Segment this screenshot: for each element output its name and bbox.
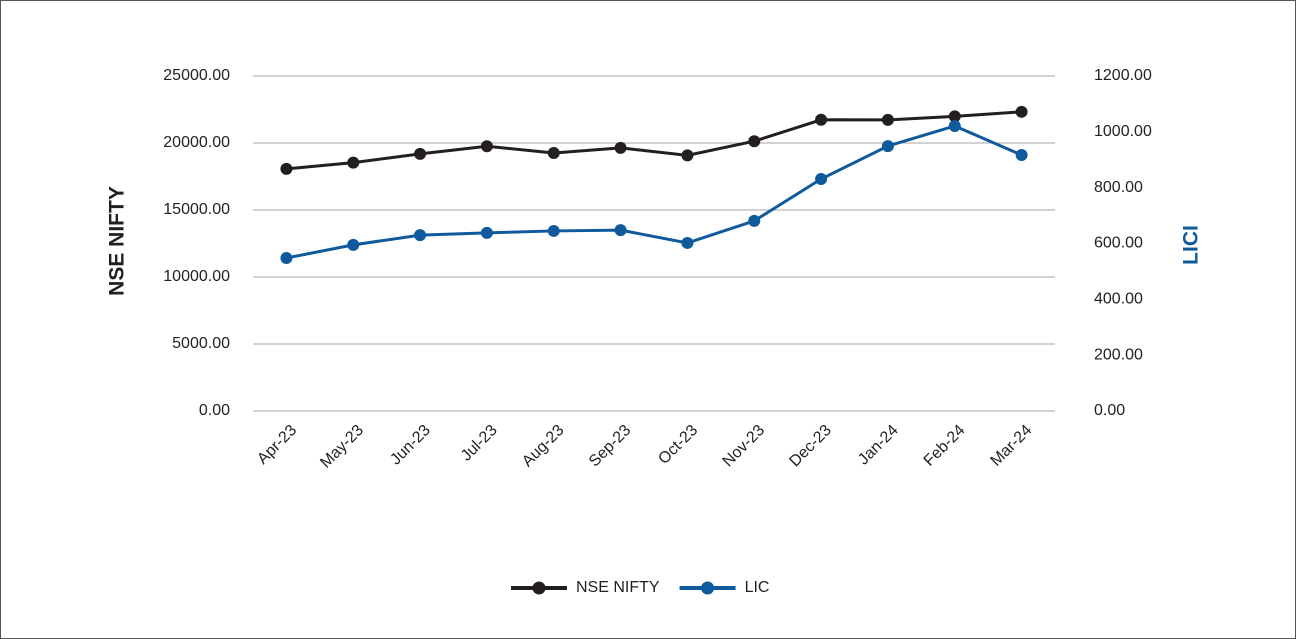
y2-tick-label: 0.00 xyxy=(1094,402,1125,419)
series-marker xyxy=(681,236,694,249)
y-tick-label: 5000.00 xyxy=(172,335,230,352)
y2-tick-label: 600.00 xyxy=(1094,235,1143,252)
y-tick-label: 15000.00 xyxy=(163,201,230,218)
series-marker xyxy=(347,238,360,251)
y2-tick-label: 1000.00 xyxy=(1094,123,1152,140)
series-marker xyxy=(347,156,360,169)
series-marker xyxy=(614,224,627,237)
series-marker xyxy=(414,147,427,160)
y-tick-label: 20000.00 xyxy=(163,134,230,151)
y2-tick-label: 400.00 xyxy=(1094,291,1143,308)
series-line xyxy=(286,124,1023,260)
series-marker xyxy=(480,140,493,153)
series-marker xyxy=(547,146,560,159)
legend-label: LIC xyxy=(745,579,770,596)
y-tick-label: 10000.00 xyxy=(163,268,230,285)
series-marker xyxy=(547,224,560,237)
y2-tick-label: 800.00 xyxy=(1094,179,1143,196)
series-marker xyxy=(614,141,627,154)
series-marker xyxy=(748,135,761,148)
series-marker xyxy=(480,226,493,239)
series-marker xyxy=(280,162,293,175)
y-tick-label: 25000.00 xyxy=(163,67,230,84)
series-marker xyxy=(1015,149,1028,162)
y-tick-label: 0.00 xyxy=(199,402,230,419)
y-axis-label: NSE NIFTY xyxy=(106,186,129,296)
y2-tick-label: 1200.00 xyxy=(1094,67,1152,84)
legend-marker xyxy=(701,581,715,595)
y2-tick-label: 200.00 xyxy=(1094,346,1143,363)
series-marker xyxy=(881,113,894,126)
series-marker xyxy=(815,173,828,186)
series-marker xyxy=(881,140,894,153)
legend-marker xyxy=(532,581,546,595)
series-marker xyxy=(681,149,694,162)
series-marker xyxy=(948,119,961,132)
series-marker xyxy=(414,229,427,242)
series-marker xyxy=(748,214,761,227)
series-line xyxy=(286,110,1022,171)
legend-label: NSE NIFTY xyxy=(576,579,660,596)
y2-axis-label: LICI xyxy=(1180,225,1203,265)
series-marker xyxy=(1015,105,1028,118)
series-marker xyxy=(280,252,293,265)
series-marker xyxy=(948,110,961,123)
series-marker xyxy=(815,113,828,126)
